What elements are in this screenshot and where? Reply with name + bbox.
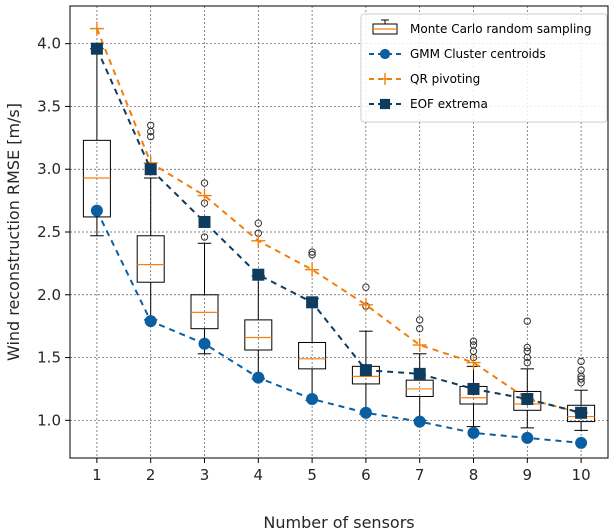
- x-tick-label: 8: [469, 466, 479, 484]
- outlier-point: [416, 324, 424, 333]
- gmm-cluster-centroids-point: [359, 406, 372, 419]
- legend-marker: [379, 48, 391, 60]
- legend-entry: Monte Carlo random sampling: [372, 19, 592, 36]
- y-tick-label: 1.5: [37, 349, 61, 367]
- legend-label: GMM Cluster centroids: [410, 47, 546, 61]
- outlier-point: [469, 337, 478, 345]
- box: [567, 404, 596, 423]
- outlier-point: [577, 375, 585, 383]
- outlier-point: [523, 317, 531, 325]
- gmm-cluster-centroids-point: [306, 392, 319, 405]
- x-tick-label: 3: [200, 466, 210, 484]
- eof-extrema-point: [306, 296, 319, 309]
- x-tick-label: 1: [92, 466, 102, 484]
- legend-marker: [379, 98, 391, 110]
- box: [244, 319, 273, 351]
- legend-marker: [379, 73, 391, 85]
- legend: Monte Carlo random sampling GMM Cluster c…: [360, 13, 608, 123]
- box: [190, 294, 219, 330]
- eof-extrema-point: [359, 364, 372, 377]
- gmm-cluster-centroids-point: [467, 426, 480, 439]
- outlier-point: [469, 341, 478, 349]
- tick-layer: 1 2 3 4 5 6 7 8 9 10 1.0 1.5 2.0 2.5 3.0 3.5 4.0: [37, 35, 591, 484]
- outlier-point: [523, 347, 531, 355]
- x-tick-label: 6: [361, 466, 371, 484]
- y-axis-title: Wind reconstruction RMSE [m/s]: [4, 103, 23, 361]
- qr-pivoting-point: [305, 262, 320, 277]
- legend-label: QR pivoting: [410, 72, 480, 86]
- x-tick-label: 5: [307, 466, 317, 484]
- legend-entry: EOF extrema: [369, 97, 488, 111]
- outlier-point: [308, 250, 316, 259]
- eof-extrema-point: [252, 268, 265, 281]
- y-tick-label: 2.5: [37, 223, 61, 241]
- outlier-point: [200, 233, 209, 241]
- eof-extrema-point: [521, 392, 534, 405]
- series-lines-layer: [89, 21, 589, 449]
- gmm-cluster-centroids-series: [90, 204, 588, 449]
- x-tick-label: 2: [146, 466, 156, 484]
- qr-pivoting-point: [358, 297, 373, 312]
- legend-label: EOF extrema: [410, 97, 488, 111]
- y-tick-label: 1.0: [37, 411, 61, 429]
- eof-extrema-point: [90, 42, 103, 55]
- qr-pivoting-point: [197, 188, 212, 203]
- y-tick-label: 3.0: [37, 160, 61, 178]
- outlier-point: [254, 219, 262, 227]
- outlier-point: [523, 358, 531, 367]
- outlier-point: [308, 248, 316, 256]
- legend-entry: QR pivoting: [369, 72, 480, 86]
- eof-extrema-line: [95, 48, 582, 414]
- outlier-point: [416, 316, 424, 324]
- box: [513, 390, 542, 411]
- box: [136, 235, 165, 283]
- eof-extrema-series: [90, 42, 588, 419]
- boxplot: [136, 121, 165, 321]
- gmm-cluster-centroids-point: [252, 371, 265, 384]
- y-tick-label: 2.0: [37, 286, 61, 304]
- legend-entry: GMM Cluster centroids: [369, 47, 546, 61]
- qr-pivoting-point: [466, 355, 481, 370]
- gmm-cluster-centroids-point: [90, 204, 103, 217]
- boxplot: [567, 357, 596, 431]
- box: [82, 139, 111, 218]
- qr-pivoting-point: [89, 21, 104, 36]
- outlier-point: [147, 121, 155, 129]
- gmm-cluster-centroids-point: [521, 431, 534, 444]
- x-tick-label: 9: [523, 466, 533, 484]
- box: [405, 379, 434, 397]
- eof-extrema-point: [198, 215, 211, 228]
- outlier-point: [147, 132, 155, 141]
- eof-extrema-point: [575, 406, 588, 419]
- qr-pivoting-point: [412, 338, 427, 352]
- gmm-cluster-centroids-line: [96, 210, 582, 444]
- outlier-point: [362, 283, 370, 291]
- boxplot: [513, 317, 542, 429]
- x-tick-label: 10: [572, 466, 591, 484]
- legend-frame: [360, 13, 608, 123]
- outlier-point: [523, 343, 531, 352]
- gmm-cluster-centroids-point: [198, 337, 211, 350]
- gmm-cluster-centroids-point: [144, 315, 157, 328]
- y-tick-label: 3.5: [37, 97, 61, 115]
- qr-pivoting-line: [95, 28, 582, 414]
- x-tick-label: 7: [415, 466, 425, 484]
- eof-extrema-point: [144, 163, 157, 176]
- outlier-point: [200, 179, 209, 187]
- gmm-cluster-centroids-point: [575, 436, 588, 449]
- outlier-point: [577, 366, 585, 374]
- legend-label: Monte Carlo random sampling: [410, 22, 592, 36]
- boxplot: [244, 219, 273, 380]
- eof-extrema-point: [413, 367, 426, 380]
- outlier-point: [577, 357, 585, 366]
- y-tick-label: 4.0: [37, 35, 61, 53]
- eof-extrema-point: [467, 382, 480, 395]
- x-axis-title: Number of sensors: [263, 513, 414, 532]
- gmm-cluster-centroids-point: [413, 415, 426, 428]
- x-tick-label: 4: [254, 466, 264, 484]
- qr-pivoting-point: [251, 233, 266, 248]
- box: [298, 341, 327, 370]
